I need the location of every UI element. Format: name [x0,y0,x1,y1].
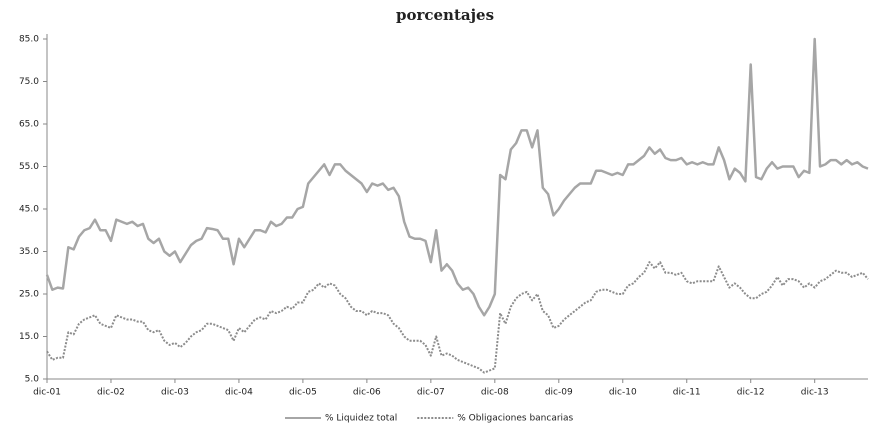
line-series [46,261,869,374]
x-tick-label: dic-09 [545,388,573,398]
legend-label: % Obligaciones bancarias [457,414,573,424]
x-tick-label: dic-07 [417,388,445,398]
x-tick-label: dic-11 [673,388,701,398]
x-tick-label: dic-01 [33,388,61,398]
x-tick-label: dic-06 [353,388,381,398]
x-tick-label: dic-13 [801,388,829,398]
x-tick-label: dic-03 [161,388,189,398]
line-series [45,37,869,317]
x-tick-label: dic-12 [737,388,765,398]
y-tick-label: 45.0 [19,205,39,215]
y-tick-label: 65.0 [19,120,39,130]
x-tick-label: dic-02 [97,388,125,398]
y-tick-label: 15.0 [19,332,39,342]
x-tick-label: dic-08 [481,388,509,398]
y-tick-label: 5.0 [25,375,40,385]
x-tick-label: dic-10 [609,388,637,398]
y-tick-label: 25.0 [19,290,39,300]
legend-label: % Liquidez total [325,414,397,424]
chart-title: porcentajes [396,6,494,24]
y-tick-label: 85.0 [19,35,39,45]
y-tick-label: 75.0 [19,77,39,87]
x-tick-label: dic-04 [225,388,253,398]
y-tick-label: 55.0 [19,162,39,172]
y-tick-label: 35.0 [19,247,39,257]
x-tick-label: dic-05 [289,388,317,398]
